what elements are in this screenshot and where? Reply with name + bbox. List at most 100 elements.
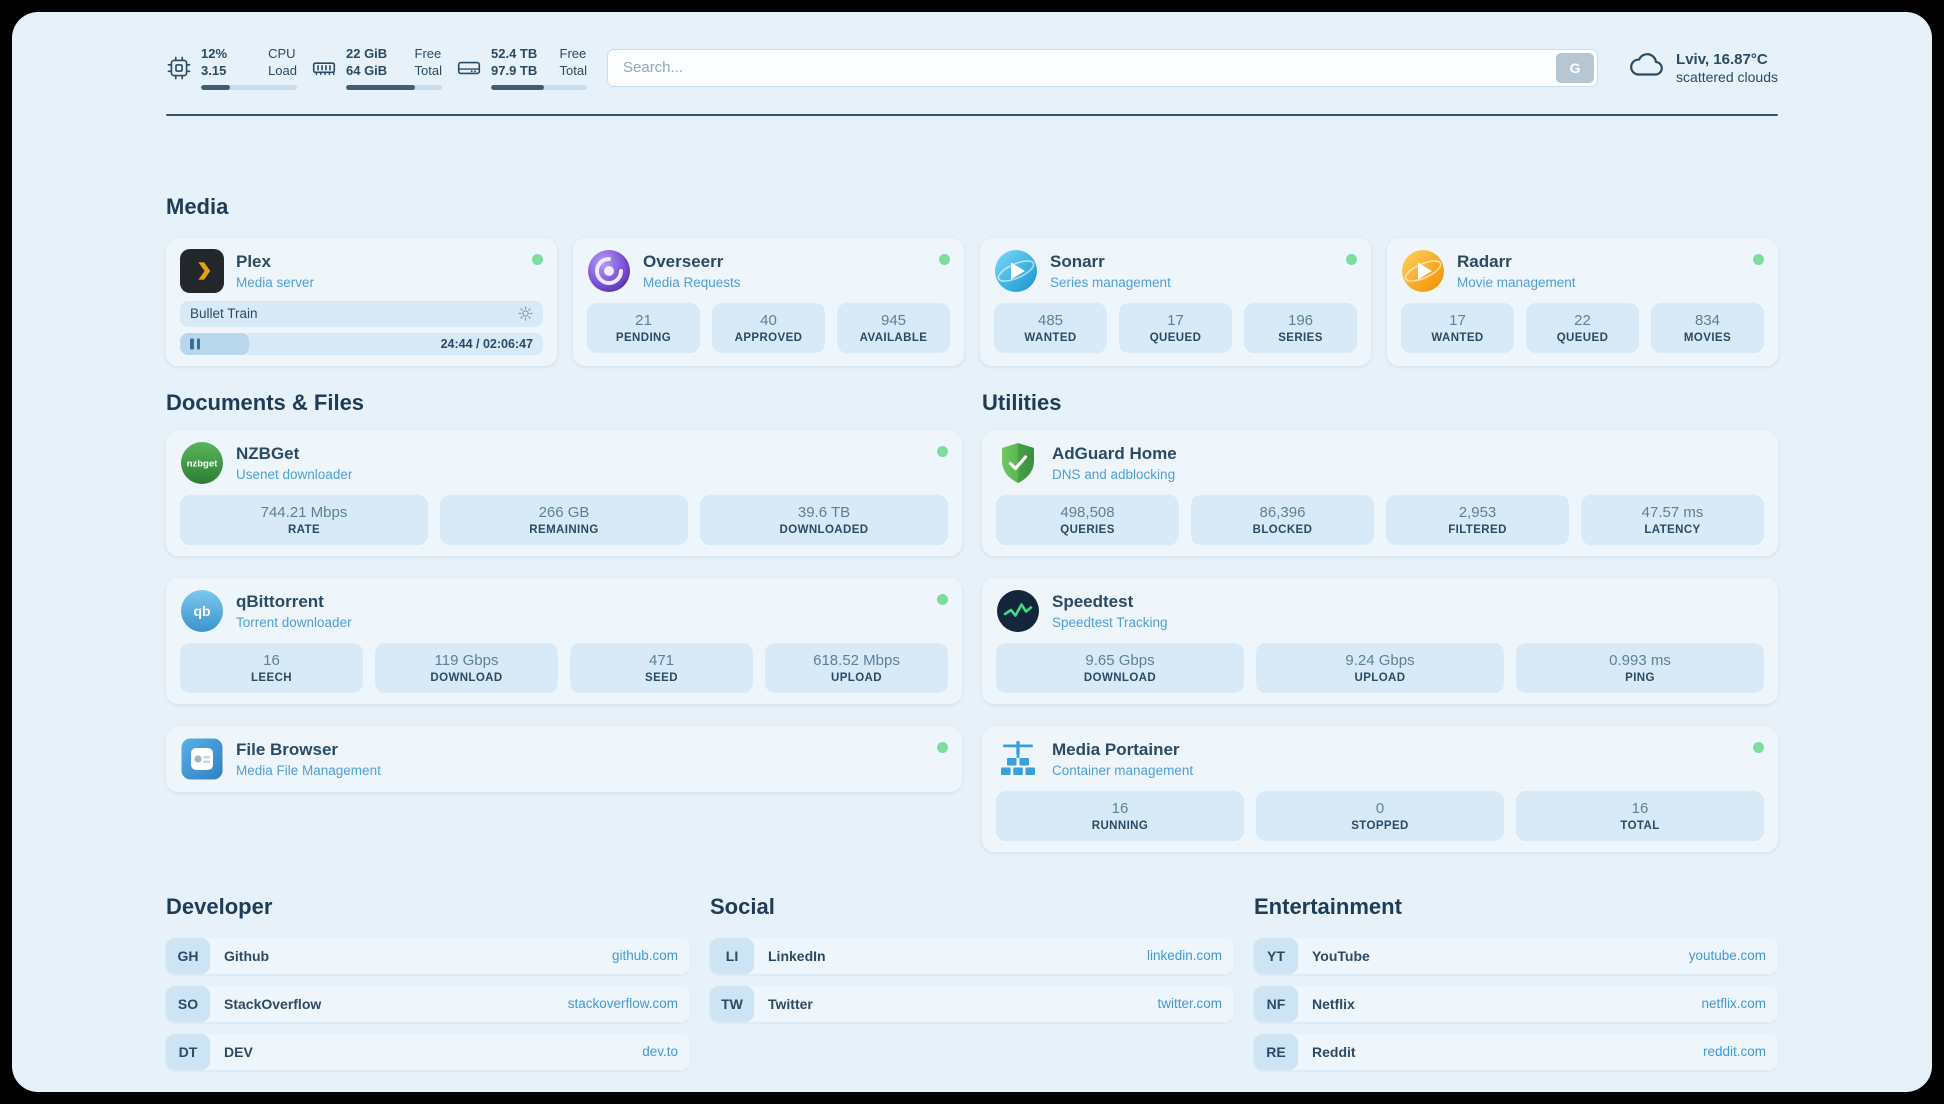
bookmark-twitter[interactable]: TW Twitter twitter.com	[710, 985, 1234, 1022]
qbittorrent-icon: qb	[180, 589, 224, 633]
stat-label: PENDING	[615, 331, 672, 344]
memory-free-value: 22 GiB	[346, 46, 388, 61]
stat-label: REMAINING	[529, 523, 599, 536]
stat-label: RUNNING	[1091, 819, 1149, 832]
service-subtitle: DNS and adblocking	[1052, 466, 1176, 482]
stat-queries: 498,508 QUERIES	[996, 494, 1179, 545]
bookmark-group-developer: Developer GH Github github.com SO StackO…	[166, 894, 690, 1070]
stat-queued: 17 QUEUED	[1119, 302, 1232, 353]
bookmark-group-entertainment: Entertainment YT YouTube youtube.com NF …	[1254, 894, 1778, 1070]
service-subtitle: Media server	[236, 274, 315, 290]
service-card-filebrowser[interactable]: File Browser Media File Management	[166, 725, 962, 792]
memory-icon	[311, 55, 337, 81]
service-subtitle: Series management	[1050, 274, 1171, 290]
service-card-adguard[interactable]: AdGuard Home DNS and adblocking 498,508 …	[982, 429, 1778, 556]
svg-text:qb: qb	[193, 603, 210, 619]
stat-label: DOWNLOAD	[430, 671, 503, 684]
service-name: Media Portainer	[1052, 739, 1180, 759]
bookmark-youtube[interactable]: YT YouTube youtube.com	[1254, 937, 1778, 974]
service-subtitle: Torrent downloader	[236, 614, 352, 630]
stats-row: 498,508 QUERIES 86,396 BLOCKED 2,953 FIL…	[996, 494, 1764, 545]
service-name: NZBGet	[236, 443, 300, 463]
section-title-utilities: Utilities	[982, 389, 1062, 415]
stat-download: 9.65 Gbps DOWNLOAD	[996, 642, 1244, 693]
service-info: qBittorrent Torrent downloader	[236, 592, 352, 630]
stat-value: 9.65 Gbps	[1085, 651, 1155, 669]
memory-total-value: 64 GiB	[346, 62, 388, 78]
bookmark-url: dev.to	[642, 1044, 678, 1060]
search-provider-button[interactable]: G	[1556, 52, 1595, 83]
stat-value: 9.24 Gbps	[1345, 651, 1415, 669]
stat-download: 119 Gbps DOWNLOAD	[375, 642, 558, 693]
service-card-speedtest[interactable]: Speedtest Speedtest Tracking 9.65 Gbps D…	[982, 577, 1778, 704]
weather-condition: scattered clouds	[1676, 68, 1778, 85]
stat-label: DOWNLOADED	[779, 523, 869, 536]
service-name: Sonarr	[1050, 251, 1105, 271]
stats-row: 16 LEECH 119 Gbps DOWNLOAD 471 SEED 618.…	[180, 642, 948, 693]
stat-wanted: 17 WANTED	[1401, 302, 1514, 353]
search-bar: G	[607, 48, 1599, 87]
memory-free-label: Free	[414, 46, 442, 61]
memory-total-label: Total	[414, 62, 442, 78]
card-header: Sonarr Series management	[994, 249, 1357, 293]
cpu-usage-label: CPU	[268, 46, 296, 61]
bookmark-name: Twitter	[768, 995, 813, 1012]
now-playing-row: Bullet Train	[180, 300, 543, 327]
service-card-overseerr[interactable]: Overseerr Media Requests 21 PENDING 40 A…	[573, 237, 964, 366]
stat-label: QUEUED	[1149, 331, 1202, 344]
section-title-developer: Developer	[166, 893, 273, 919]
bookmark-github[interactable]: GH Github github.com	[166, 937, 690, 974]
stats-row: 744.21 Mbps RATE 266 GB REMAINING 39.6 T…	[180, 494, 948, 545]
search-input[interactable]	[611, 59, 1557, 77]
bookmark-abbr: GH	[166, 937, 210, 974]
bookmark-name: LinkedIn	[768, 947, 826, 964]
section-documents: Documents & Files nzbget NZBG	[166, 390, 962, 792]
stat-remaining: 266 GB REMAINING	[440, 494, 688, 545]
bookmark-url: linkedin.com	[1146, 948, 1222, 964]
section-title-documents: Documents & Files	[166, 389, 365, 415]
bookmark-list: GH Github github.com SO StackOverflow st…	[166, 937, 690, 1070]
stat-label: QUERIES	[1060, 523, 1115, 536]
service-card-qbittorrent[interactable]: qb qBittorrent Torrent downloader 16 LEE…	[166, 577, 962, 704]
now-playing-title: Bullet Train	[190, 306, 258, 322]
stat-value: 2,953	[1458, 503, 1497, 521]
cloud-icon	[1628, 50, 1666, 85]
service-card-nzbget[interactable]: nzbget NZBGet Usenet downloader 744.21 M…	[166, 429, 962, 556]
status-dot	[1753, 253, 1764, 265]
disk-total-value: 97.9 TB	[491, 62, 538, 78]
bookmark-netflix[interactable]: NF Netflix netflix.com	[1254, 985, 1778, 1022]
service-subtitle: Media Requests	[643, 274, 741, 290]
bookmark-name: Reddit	[1312, 1043, 1356, 1060]
playback-progress-bar: 24:44 / 02:06:47	[180, 332, 543, 355]
card-header: Overseerr Media Requests	[587, 249, 950, 293]
bookmark-dev[interactable]: DT DEV dev.to	[166, 1033, 690, 1070]
stat-value: 119 Gbps	[434, 651, 499, 669]
disk-total-label: Total	[559, 62, 587, 78]
bookmark-stackoverflow[interactable]: SO StackOverflow stackoverflow.com	[166, 985, 690, 1022]
service-subtitle: Movie management	[1457, 274, 1576, 290]
card-header: Plex Media server	[180, 248, 543, 293]
stat-value: 618.52 Mbps	[813, 651, 900, 669]
stat-value: 945	[880, 311, 907, 329]
stat-label: QUEUED	[1556, 331, 1609, 344]
stat-label: FILTERED	[1448, 523, 1507, 536]
bookmark-linkedin[interactable]: LI LinkedIn linkedin.com	[710, 937, 1234, 974]
stat-value: 16	[1111, 799, 1129, 817]
disk-free-label: Free	[559, 46, 587, 61]
gear-icon[interactable]	[518, 306, 533, 321]
stat-series: 196 SERIES	[1244, 302, 1357, 353]
service-info: NZBGet Usenet downloader	[236, 444, 352, 482]
service-card-portainer[interactable]: Media Portainer Container management 16 …	[982, 725, 1778, 852]
service-card-plex[interactable]: Plex Media server Bullet Train	[166, 237, 557, 366]
stat-value: 17	[1167, 311, 1184, 329]
service-card-sonarr[interactable]: Sonarr Series management 485 WANTED 17 Q…	[980, 237, 1371, 366]
stat-queued: 22 QUEUED	[1526, 302, 1639, 353]
filebrowser-icon	[180, 737, 224, 781]
card-header: AdGuard Home DNS and adblocking	[996, 441, 1764, 485]
bookmark-reddit[interactable]: RE Reddit reddit.com	[1254, 1033, 1778, 1070]
stat-label: WANTED	[1024, 331, 1077, 344]
stat-label: UPLOAD	[831, 671, 882, 684]
service-card-radarr[interactable]: Radarr Movie management 17 WANTED 22 QUE…	[1387, 237, 1778, 366]
overseerr-icon	[587, 249, 631, 293]
service-subtitle: Media File Management	[236, 762, 381, 778]
